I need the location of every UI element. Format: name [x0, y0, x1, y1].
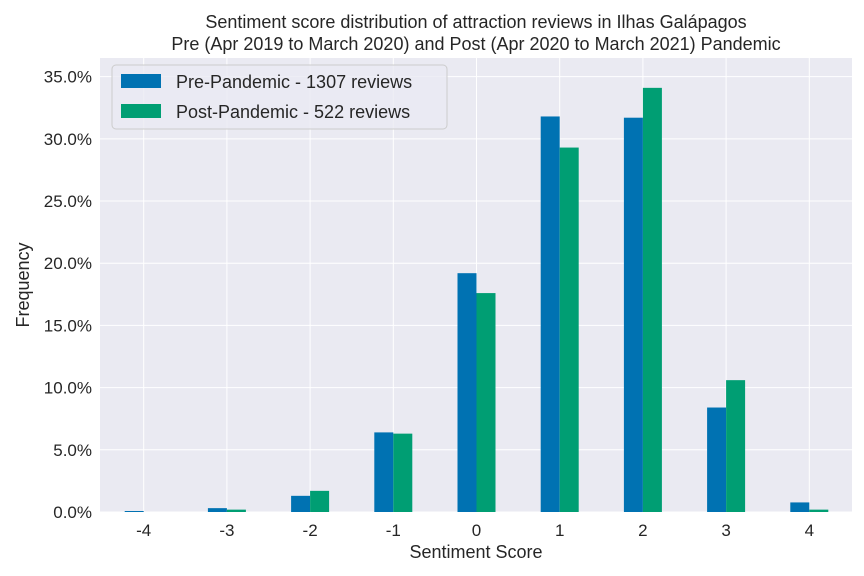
bars: [124, 87, 829, 513]
bar-post-pandemic-0: [476, 293, 496, 512]
y-tick-label: 35.0%: [44, 68, 92, 87]
y-tick-label: 5.0%: [53, 441, 92, 460]
x-tick-label: 3: [721, 521, 730, 540]
y-tick-label: 10.0%: [44, 379, 92, 398]
y-tick-label: 15.0%: [44, 316, 92, 335]
bar-post-pandemic--1: [393, 433, 413, 512]
bar-post-pandemic-1: [559, 147, 579, 513]
y-tick-label: 30.0%: [44, 130, 92, 149]
bar-pre-pandemic--4: [124, 511, 144, 512]
bar-pre-pandemic-0: [457, 273, 477, 512]
x-tick-label: 0: [472, 521, 481, 540]
bar-pre-pandemic--2: [291, 495, 311, 512]
x-tick-label: -4: [136, 521, 151, 540]
x-tick-label: 4: [805, 521, 814, 540]
x-tick-label: -3: [219, 521, 234, 540]
bar-pre-pandemic-4: [790, 502, 810, 512]
bar-post-pandemic-4: [809, 509, 829, 512]
y-tick-labels: 0.0% 5.0% 10.0% 15.0% 20.0% 25.0% 30.0% 35.0%: [44, 68, 92, 522]
bar-pre-pandemic--1: [374, 432, 394, 512]
y-tick-label: 25.0%: [44, 192, 92, 211]
legend-swatch-post-pandemic: [121, 104, 161, 118]
chart-title: Sentiment score distribution of attracti…: [205, 12, 746, 32]
bar-post-pandemic--2: [310, 490, 330, 512]
x-tick-label: -1: [386, 521, 401, 540]
x-tick-label: 1: [555, 521, 564, 540]
legend-label-pre-pandemic: Pre-Pandemic - 1307 reviews: [176, 72, 412, 92]
legend: Pre-Pandemic - 1307 reviews Post-Pandemi…: [111, 64, 448, 130]
x-tick-label: -2: [303, 521, 318, 540]
y-tick-label: 20.0%: [44, 254, 92, 273]
x-axis-label: Sentiment Score: [409, 542, 542, 562]
bar-pre-pandemic-2: [623, 117, 643, 513]
bar-pre-pandemic-1: [540, 116, 560, 513]
bar-post-pandemic-2: [642, 87, 662, 513]
bar-post-pandemic--3: [226, 509, 246, 512]
legend-box: [111, 64, 448, 130]
legend-label-post-pandemic: Post-Pandemic - 522 reviews: [176, 102, 410, 122]
y-axis-label: Frequency: [13, 242, 33, 327]
chart-subtitle: Pre (Apr 2019 to March 2020) and Post (A…: [171, 34, 780, 54]
y-tick-label: 0.0%: [53, 503, 92, 522]
legend-swatch-pre-pandemic: [121, 74, 161, 88]
bar-pre-pandemic-3: [707, 407, 727, 512]
x-tick-labels: -4 -3 -2 -1 0 1 2 3 4: [136, 521, 814, 540]
x-tick-label: 2: [638, 521, 647, 540]
bar-pre-pandemic--3: [207, 508, 227, 512]
bar-post-pandemic-3: [726, 380, 746, 512]
